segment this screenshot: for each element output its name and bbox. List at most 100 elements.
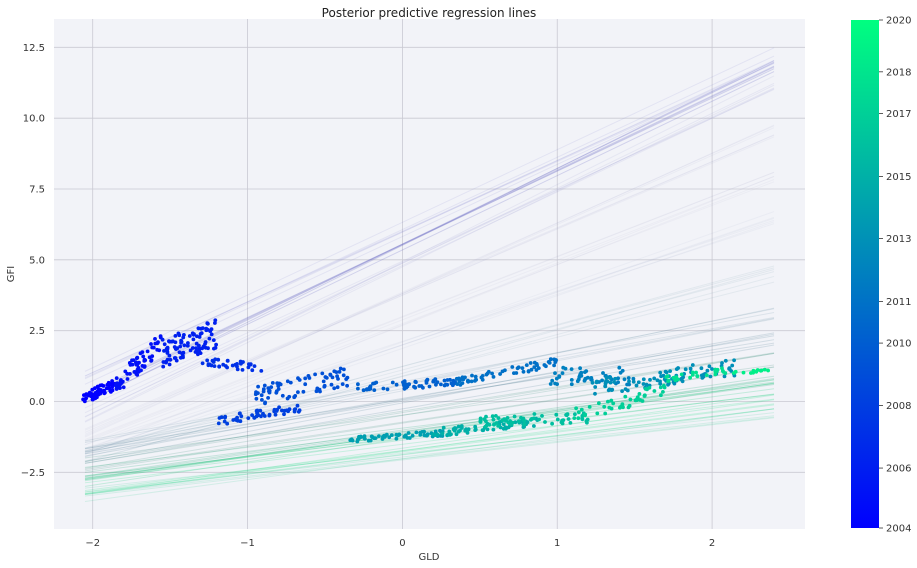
y-tick-label: 7.5 <box>29 185 45 196</box>
y-axis-ticks: −2.5 0.0 2.5 5.0 7.5 10.0 12.5 <box>21 43 45 479</box>
data-point <box>532 365 537 369</box>
data-point <box>722 374 727 379</box>
data-point <box>434 382 438 387</box>
data-point <box>267 413 272 418</box>
data-point <box>403 433 408 438</box>
data-point <box>553 371 557 375</box>
data-point <box>627 379 631 384</box>
data-point <box>276 387 281 391</box>
data-point <box>212 364 217 368</box>
data-point <box>427 384 432 389</box>
data-point <box>578 366 582 371</box>
data-point <box>214 342 219 347</box>
data-point <box>613 376 618 381</box>
data-point <box>464 427 468 431</box>
data-point <box>394 382 399 387</box>
data-point <box>755 368 760 372</box>
data-point <box>569 367 574 371</box>
data-point <box>553 381 557 386</box>
data-point <box>282 412 286 417</box>
data-point <box>573 412 577 417</box>
data-point <box>542 363 547 367</box>
regression-line <box>84 68 775 395</box>
regression-line <box>84 399 775 495</box>
data-point <box>186 341 190 345</box>
data-point <box>149 358 154 363</box>
data-point <box>171 339 175 344</box>
colorbar-tick-label: 2015 <box>886 172 911 183</box>
regression-line <box>84 352 775 462</box>
data-point <box>473 379 477 383</box>
data-point <box>225 421 230 426</box>
data-point <box>173 334 178 338</box>
regression-line <box>84 408 775 495</box>
data-point <box>100 383 104 387</box>
data-point <box>572 416 577 420</box>
regression-line <box>84 181 775 446</box>
data-point <box>356 382 360 387</box>
data-point <box>478 418 483 423</box>
regression-line <box>84 47 775 372</box>
regression-line <box>84 84 775 423</box>
data-point <box>616 380 620 385</box>
data-point <box>410 433 415 438</box>
regression-line <box>84 134 775 430</box>
data-point <box>555 417 560 422</box>
data-point <box>679 377 684 382</box>
data-point <box>521 369 526 374</box>
data-point <box>84 392 89 397</box>
data-point <box>583 412 588 417</box>
data-point <box>552 357 557 362</box>
regression-line <box>84 221 775 457</box>
regression-line <box>84 375 775 477</box>
x-tick-label: −1 <box>240 538 255 549</box>
data-point <box>262 383 267 388</box>
data-point <box>367 387 372 392</box>
data-point <box>552 363 556 368</box>
regression-line <box>84 175 775 453</box>
data-point <box>313 372 317 377</box>
data-point <box>587 405 592 409</box>
data-point <box>668 369 672 373</box>
data-point <box>662 383 666 388</box>
data-point <box>626 376 631 380</box>
data-point <box>205 358 210 363</box>
x-tick-label: −2 <box>85 538 100 549</box>
data-point <box>332 369 337 374</box>
data-point <box>162 349 166 353</box>
data-point <box>554 376 559 381</box>
data-point <box>329 382 334 387</box>
colorbar-tick-label: 2020 <box>886 16 911 27</box>
data-point <box>449 381 454 386</box>
data-point <box>730 363 735 368</box>
data-point <box>157 348 162 353</box>
regression-line <box>84 379 775 482</box>
data-point <box>608 376 612 380</box>
data-point <box>225 358 230 363</box>
data-point <box>185 343 190 348</box>
data-point <box>617 365 622 370</box>
data-point <box>254 396 259 401</box>
data-point <box>727 366 732 371</box>
data-point <box>337 370 342 374</box>
data-point <box>239 361 243 366</box>
data-point <box>516 419 521 424</box>
data-point <box>292 395 297 400</box>
data-point <box>569 378 574 382</box>
data-point <box>593 391 597 396</box>
data-point <box>566 417 571 421</box>
data-point <box>250 413 255 417</box>
data-point <box>664 375 669 379</box>
data-point <box>356 386 360 391</box>
data-point <box>125 377 130 381</box>
y-tick-label: 5.0 <box>29 255 45 266</box>
data-point <box>225 365 230 370</box>
data-point <box>741 370 746 375</box>
regression-line <box>84 63 775 385</box>
regression-line <box>84 281 775 458</box>
data-point <box>585 420 589 425</box>
data-point <box>732 358 736 363</box>
data-point <box>141 354 146 359</box>
data-point <box>671 375 676 380</box>
